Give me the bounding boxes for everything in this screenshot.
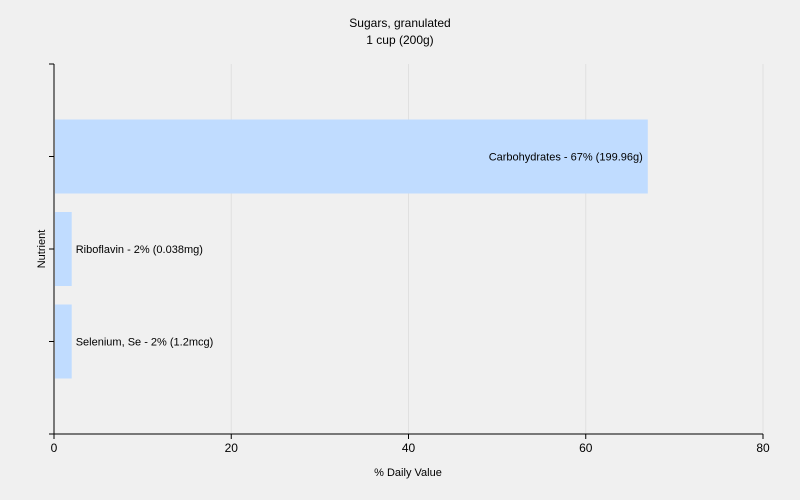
x-tick-label: 80	[756, 441, 770, 455]
bars	[55, 119, 648, 379]
bar	[55, 212, 72, 286]
bar-label: Riboflavin - 2% (0.038mg)	[76, 244, 203, 256]
x-tick-label: 20	[225, 441, 239, 455]
x-axis-title: % Daily Value	[374, 467, 442, 479]
bar-labels: Carbohydrates - 67% (199.96g) Riboflavin …	[76, 152, 643, 349]
x-tick-label: 60	[579, 441, 593, 455]
chart-title: Sugars, granulated	[349, 16, 450, 30]
bar-label: Carbohydrates - 67% (199.96g)	[489, 152, 643, 164]
x-axis-ticks: 0 20 40 60 80	[51, 434, 770, 455]
x-tick-label: 40	[402, 441, 416, 455]
x-tick-label: 0	[51, 441, 58, 455]
bar-label: Selenium, Se - 2% (1.2mcg)	[76, 337, 214, 349]
chart-subtitle: 1 cup (200g)	[366, 33, 433, 47]
bar	[55, 119, 648, 194]
y-axis-ticks	[49, 63, 54, 435]
y-axis-title: Nutrient	[36, 230, 48, 269]
bar	[55, 304, 72, 379]
